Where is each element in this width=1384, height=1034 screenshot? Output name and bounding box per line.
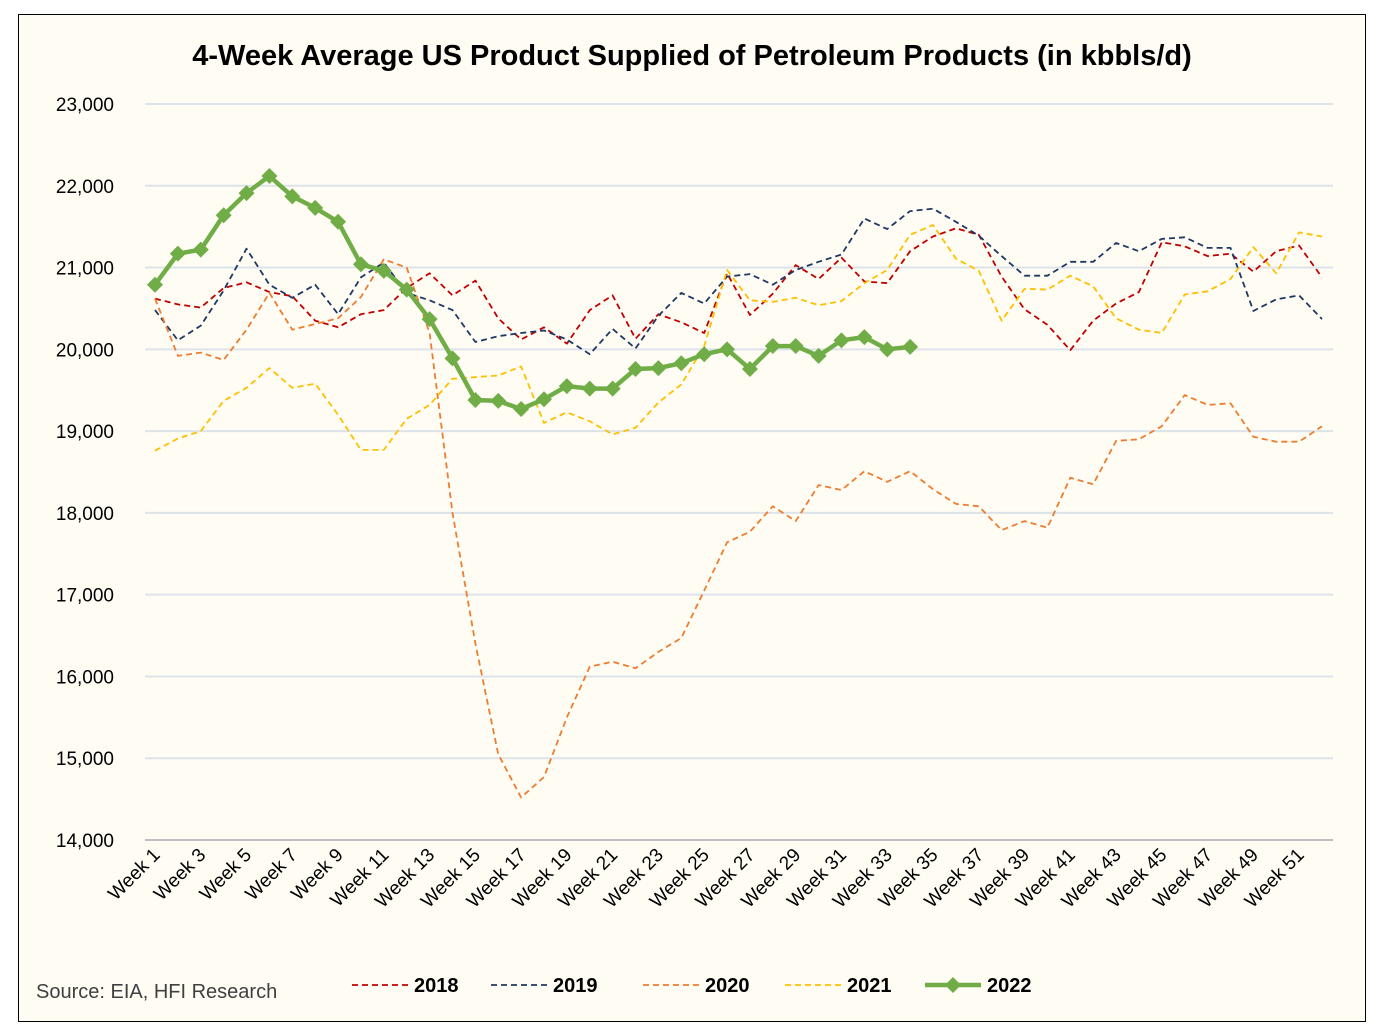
data-point-2022 [673,355,690,372]
y-tick-label: 16,000 [56,667,114,688]
chart-title: 4-Week Average US Product Supplied of Pe… [192,40,1192,72]
data-point-2022 [604,380,621,397]
data-point-2022 [284,188,301,205]
series-line-2022 [153,173,911,412]
data-point-2022 [444,350,461,367]
legend-label-2021: 2021 [847,975,892,997]
legend-marker-2022 [945,977,961,993]
data-point-2022 [833,332,850,349]
legend-label-2020: 2020 [705,975,750,997]
data-point-2022 [261,167,278,184]
data-point-2022 [536,391,552,408]
data-point-2022 [352,256,369,273]
data-point-2022 [192,241,209,258]
series-line-2018 [154,227,1323,352]
data-point-2022 [902,338,919,355]
data-point-2022 [238,185,255,202]
data-point-2022 [810,347,827,364]
data-point-2022 [741,360,758,377]
data-point-2022 [375,262,392,279]
y-tick-label: 20,000 [56,340,114,361]
source-note: Source: EIA, HFI Research [36,981,277,1003]
data-point-2022 [627,360,644,377]
legend-label-2022: 2022 [987,975,1032,997]
data-point-2022 [421,311,438,328]
data-point-2022 [513,401,530,418]
data-point-2022 [467,392,484,409]
data-point-2022 [330,213,347,230]
y-tick-label: 15,000 [56,749,114,770]
data-point-2022 [650,360,667,377]
y-tick-label: 14,000 [56,831,114,852]
series-line-2021 [154,224,1323,452]
data-point-2022 [169,245,186,262]
series-line-2020 [154,258,1323,799]
y-tick-label: 17,000 [56,586,114,607]
data-point-2022 [398,281,415,298]
data-point-2022 [307,199,324,216]
data-point-2022 [719,341,736,358]
data-point-2022 [787,338,804,355]
data-point-2022 [147,276,163,293]
y-tick-label: 22,000 [56,177,114,198]
data-point-2022 [490,392,507,409]
y-tick-label: 23,000 [56,95,114,116]
data-point-2022 [215,207,232,224]
data-point-2022 [879,341,896,358]
legend-label-2018: 2018 [414,975,459,997]
y-tick-label: 21,000 [56,259,114,280]
data-point-2022 [764,338,781,355]
legend-label-2019: 2019 [553,975,598,997]
data-point-2022 [856,329,873,346]
y-tick-label: 19,000 [56,422,114,443]
chart-frame [18,14,1366,1022]
data-point-2022 [696,346,713,363]
series-line-2019 [154,207,1323,356]
y-tick-label: 18,000 [56,504,114,525]
data-point-2022 [581,380,598,397]
data-point-2022 [558,378,575,395]
